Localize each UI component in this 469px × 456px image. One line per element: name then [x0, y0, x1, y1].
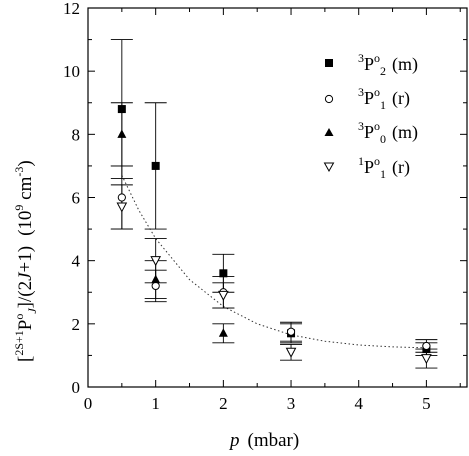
data-point-filled-triangle — [117, 129, 127, 138]
error-bars — [110, 39, 438, 369]
y-tick-label: 10 — [63, 62, 80, 81]
y-axis-title-sup2: o — [12, 314, 26, 320]
data-point-open-triangle-down — [116, 202, 128, 213]
y-axis-title: [2S+1PoJ]/(2J+1)(109 cm-3) — [12, 160, 39, 362]
legend-label: 3Po2 (m) — [358, 51, 418, 78]
y-tick-label: 0 — [72, 378, 81, 397]
data-point-filled-square — [219, 269, 228, 278]
data-point-filled-triangle — [151, 274, 161, 284]
legend-label: 3Po0 (m) — [358, 119, 418, 146]
legend-main: P — [364, 54, 374, 74]
y-axis-title-sub: J — [25, 308, 39, 314]
y-axis-title-unit-exp2: -3 — [12, 167, 26, 177]
data-point-open-triangle-down — [285, 347, 297, 358]
y-axis-title-unit-mid: cm — [15, 176, 36, 204]
data-point-open-circle — [286, 327, 296, 336]
fit-curve — [121, 175, 427, 349]
y-axis-title-unit-exp: 9 — [12, 205, 26, 211]
data-point-open-circle — [151, 281, 160, 291]
legend-marker-filled-square — [325, 59, 333, 67]
legend-tail: (r) — [392, 88, 410, 109]
legend-main: P — [364, 157, 374, 177]
legend-sup: 3 — [358, 51, 364, 65]
legend-tail: (m) — [392, 122, 418, 143]
legend-sup: 3 — [358, 85, 364, 99]
legend-entry-3p1: 3Po1 (r) — [324, 85, 410, 112]
data-point-open-triangle-down — [150, 256, 162, 267]
y-tick-label: 6 — [72, 189, 81, 208]
y-axis-title-unit-close: ) — [15, 160, 36, 166]
x-tick-label: 1 — [151, 394, 160, 413]
data-markers — [116, 105, 432, 365]
y-tick-label: 2 — [72, 315, 81, 334]
legend-main: P — [364, 88, 374, 108]
legend-main: P — [364, 122, 374, 142]
y-axis-title-unit-open: (10 — [15, 211, 36, 236]
y-axis-title-main: P — [15, 320, 36, 331]
y-axis-title-j: J — [15, 271, 36, 281]
x-axis-title: p (mbar) — [228, 430, 299, 451]
y-tick-label: 12 — [63, 0, 80, 18]
y-tick-label: 4 — [72, 252, 81, 271]
legend-sub: 1 — [380, 167, 386, 181]
data-point-filled-square — [151, 161, 160, 170]
legend-label: 1Po1 (r) — [358, 154, 410, 181]
legend-tail: (r) — [392, 157, 410, 178]
x-tick-label: 4 — [354, 394, 363, 413]
data-point-open-triangle-down — [421, 354, 432, 365]
data-point-filled-square — [117, 105, 126, 114]
legend-sup2: o — [374, 154, 380, 168]
legend-tail: (m) — [392, 54, 418, 75]
data-point-open-triangle-down — [218, 290, 229, 301]
legend-marker-open-triangle-down — [323, 162, 335, 173]
x-tick-label: 5 — [422, 394, 431, 413]
data-point-open-circle — [422, 341, 431, 351]
legend-entry-1p1: 1Po1 (r) — [323, 154, 410, 181]
data-point-open-circle — [117, 193, 126, 202]
legend-marker-filled-triangle — [324, 128, 334, 136]
x-tick-label: 2 — [219, 394, 228, 413]
y-axis-title-sup: 2S+1 — [12, 330, 26, 355]
y-axis-title-close2: +1) — [15, 246, 36, 273]
legend-sup: 3 — [358, 119, 364, 133]
legend-sup2: o — [374, 85, 380, 99]
x-axis-title-variable: p — [228, 430, 240, 451]
legend-marker-open-circle — [324, 94, 334, 104]
legend-entry-3p2: 3Po2 (m) — [325, 51, 418, 78]
legend-sub: 2 — [380, 64, 386, 78]
legend-sup: 1 — [358, 154, 364, 168]
legend-entry-3p0: 3Po0 (m) — [324, 119, 418, 146]
legend-sup2: o — [374, 51, 380, 65]
x-tick-label: 0 — [84, 394, 93, 413]
fit-curve-line — [121, 175, 427, 349]
legend: 3Po2 (m) 3Po1 (r) 3Po0 (m) 1Po1 (r) — [323, 51, 418, 181]
x-tick-label: 3 — [287, 394, 296, 413]
x-axis-title-unit: (mbar) — [248, 430, 300, 451]
legend-sup2: o — [374, 119, 380, 133]
legend-label: 3Po1 (r) — [358, 85, 410, 112]
y-tick-label: 8 — [72, 125, 81, 144]
legend-sub: 1 — [380, 98, 386, 112]
legend-sub: 0 — [380, 132, 386, 146]
y-axis-title-close: ]/(2 — [15, 281, 36, 308]
y-axis-title-open: [ — [15, 356, 36, 362]
data-point-filled-triangle — [218, 328, 228, 337]
